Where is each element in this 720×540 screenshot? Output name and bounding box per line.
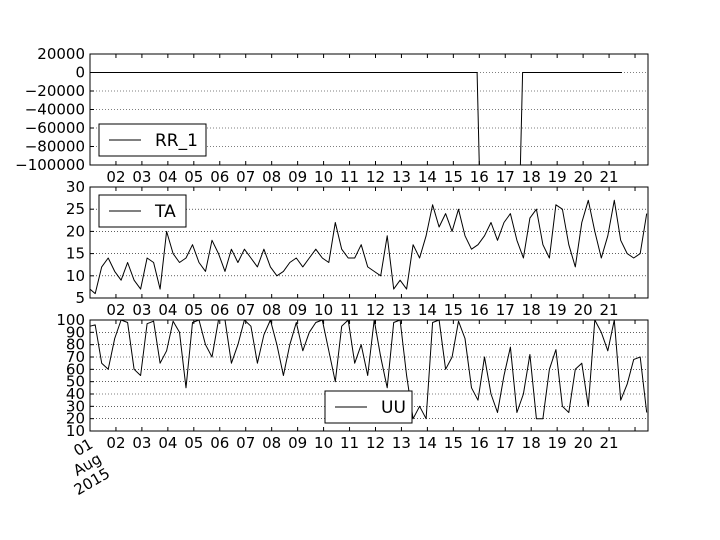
legend: UU bbox=[324, 390, 413, 424]
x-tick-label: 09 bbox=[288, 168, 307, 186]
panel-ta: 30 25 20 15 10 5 02 03 04 05 06 07 08 09 10 11 12 13 14 15 1… bbox=[66, 178, 649, 319]
x-tick-label: 06 bbox=[210, 168, 229, 186]
x-tick-label: 14 bbox=[418, 168, 437, 186]
x-tick-label: 12 bbox=[366, 301, 385, 319]
x-tick-label: 02 bbox=[106, 434, 125, 452]
x-tick-label: 15 bbox=[444, 168, 463, 186]
y-tick-label: 50 bbox=[66, 373, 85, 391]
y-tick-label: 80 bbox=[66, 336, 85, 354]
x-tick-label: 05 bbox=[184, 168, 203, 186]
y-tick-label: 10 bbox=[66, 267, 85, 285]
y-tick-label: 25 bbox=[66, 200, 85, 218]
x-tick-label: 18 bbox=[522, 301, 541, 319]
x-tick-label: 15 bbox=[444, 301, 463, 319]
y-tick-label: 20 bbox=[66, 222, 85, 240]
y-tick-label: −60000 bbox=[25, 119, 85, 137]
series-line-ta bbox=[89, 199, 648, 295]
x-tick-label: 06 bbox=[210, 434, 229, 452]
x-tick-label: 03 bbox=[132, 301, 151, 319]
y-tick-label: 20 bbox=[66, 410, 85, 428]
x-tick-label: 19 bbox=[548, 434, 567, 452]
x-tick-label: 16 bbox=[470, 301, 489, 319]
x-tick-label: 07 bbox=[236, 301, 255, 319]
x-tick-label: 02 bbox=[106, 301, 125, 319]
x-tick-label: 05 bbox=[184, 301, 203, 319]
x-tick-label: 21 bbox=[600, 301, 619, 319]
legend-label: RR_1 bbox=[155, 131, 198, 151]
x-tick-label: 12 bbox=[366, 168, 385, 186]
y-tick-label: 5 bbox=[75, 289, 85, 307]
y-tick-label: 15 bbox=[66, 245, 85, 263]
x-tick-label: 21 bbox=[600, 168, 619, 186]
axes-frame bbox=[89, 186, 649, 299]
x-tick-label: 08 bbox=[262, 168, 281, 186]
x-tick-label: 20 bbox=[574, 168, 593, 186]
x-tick-label: 12 bbox=[366, 434, 385, 452]
legend: RR_1 bbox=[98, 123, 207, 157]
y-tick-label: 60 bbox=[66, 360, 85, 378]
x-tick-label: 02 bbox=[106, 168, 125, 186]
x-tick-label: 13 bbox=[392, 301, 411, 319]
x-tick-label: 14 bbox=[418, 301, 437, 319]
x-tick-label: 19 bbox=[548, 301, 567, 319]
x-tick-label: 21 bbox=[600, 434, 619, 452]
x-tick-label: 06 bbox=[210, 301, 229, 319]
x-tick-label: 03 bbox=[132, 434, 151, 452]
x-tick-label: 14 bbox=[418, 434, 437, 452]
x-tick-label: 19 bbox=[548, 168, 567, 186]
series-line-uu bbox=[89, 319, 648, 420]
y-tick-label: 20000 bbox=[37, 45, 85, 63]
x-tick-label: 04 bbox=[158, 168, 177, 186]
y-tick-label: 10 bbox=[66, 422, 85, 440]
x-tick-label: 17 bbox=[496, 301, 515, 319]
y-tick-label: 90 bbox=[66, 323, 85, 341]
x-tick-label: 15 bbox=[444, 434, 463, 452]
y-tick-label: 70 bbox=[66, 348, 85, 366]
x-tick-label: 20 bbox=[574, 434, 593, 452]
y-tick-label: −100000 bbox=[15, 156, 85, 174]
y-tick-label: −20000 bbox=[25, 82, 85, 100]
x-tick-label: 08 bbox=[262, 301, 281, 319]
x-tick-label: 17 bbox=[496, 168, 515, 186]
x-tick-label: 20 bbox=[574, 301, 593, 319]
x-tick-label: 10 bbox=[314, 168, 333, 186]
y-tick-label: −40000 bbox=[25, 101, 85, 119]
x-tick-label: 18 bbox=[522, 434, 541, 452]
x-tick-label: 16 bbox=[470, 434, 489, 452]
x-tick-label: 08 bbox=[262, 434, 281, 452]
axes-frame bbox=[89, 319, 649, 432]
y-tick-label: −80000 bbox=[25, 138, 85, 156]
legend-label: TA bbox=[154, 202, 176, 222]
x-tick-label: 13 bbox=[392, 434, 411, 452]
y-tick-label: 0 bbox=[75, 64, 85, 82]
x-tick-label: 13 bbox=[392, 168, 411, 186]
x-tick-label: 04 bbox=[158, 434, 177, 452]
x-tick-label: 05 bbox=[184, 434, 203, 452]
x-tick-label: 09 bbox=[288, 301, 307, 319]
x-tick-label: 10 bbox=[314, 434, 333, 452]
legend-label: UU bbox=[381, 398, 406, 418]
x-tick-label: 18 bbox=[522, 168, 541, 186]
axes-frame bbox=[89, 53, 649, 166]
x-tick-label: 07 bbox=[236, 168, 255, 186]
x-tick-label: 04 bbox=[158, 301, 177, 319]
x-tick-label: 03 bbox=[132, 168, 151, 186]
x-tick-label: 11 bbox=[340, 434, 359, 452]
x-tick-label: 11 bbox=[340, 301, 359, 319]
y-tick-label: 30 bbox=[66, 397, 85, 415]
y-tick-label: 30 bbox=[66, 178, 85, 196]
x-tick-label: 09 bbox=[288, 434, 307, 452]
y-tick-label: 40 bbox=[66, 385, 85, 403]
x-tick-label: 16 bbox=[470, 168, 489, 186]
x-tick-label: 17 bbox=[496, 434, 515, 452]
legend: TA bbox=[98, 194, 187, 228]
x-tick-label: 10 bbox=[314, 301, 333, 319]
x-tick-label: 07 bbox=[236, 434, 255, 452]
x-tick-label: 11 bbox=[340, 168, 359, 186]
y-tick-label: 100 bbox=[56, 311, 85, 329]
